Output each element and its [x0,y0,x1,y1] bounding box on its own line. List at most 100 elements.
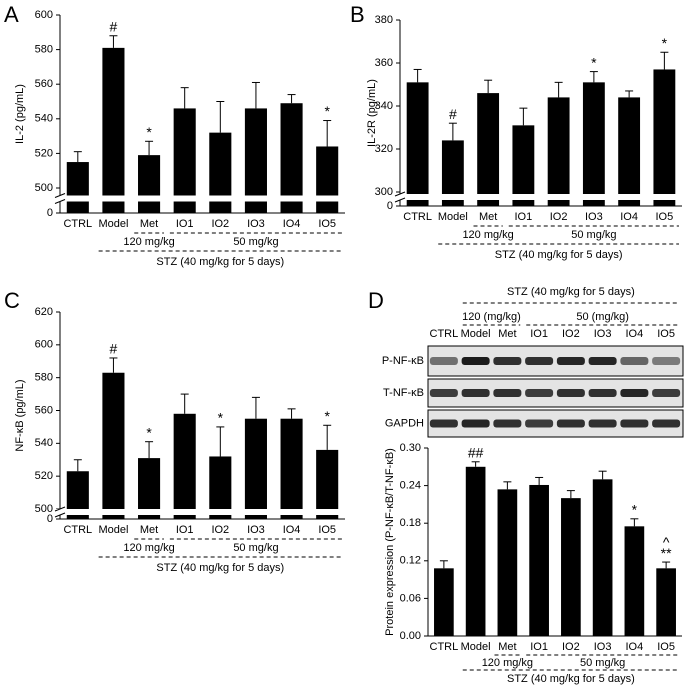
bar [102,47,125,214]
error-bar [323,424,332,450]
significance-mark: * [591,54,597,70]
error-bar [448,122,457,141]
blot-band [525,419,554,428]
significance-mark: # [110,341,118,357]
x-tick-label: IO5 [656,211,674,223]
x-tick-label: IO3 [247,218,265,230]
blot-band [556,419,585,428]
axis-break-mark [54,199,66,204]
treatment-label: STZ (40 mg/kg for 5 days) [156,562,284,574]
y-tick-label: 0 [47,207,53,219]
y-tick-label: 540 [35,113,53,125]
y-tick-label: 0.12 [400,555,421,567]
significance-mark: * [632,502,638,518]
significance-mark: * [146,124,152,140]
bar [434,568,454,636]
error-bar [662,561,671,569]
y-tick-label: 520 [35,470,53,482]
error-bar [630,518,639,527]
significance-mark: # [449,106,457,122]
error-bar [413,68,422,83]
x-tick-label: IO4 [626,641,644,653]
y-tick-label: 560 [35,78,53,90]
axis-break-band [54,195,345,202]
error-bar [323,120,332,147]
axis-break-mark [54,506,66,512]
error-bar [625,90,634,98]
x-tick-label: Met [140,218,158,230]
bar [173,413,196,519]
error-bar [660,51,669,70]
blot-band [493,357,522,365]
significance-mark: ^ [663,534,670,550]
y-tick-label: 0 [387,200,393,212]
axis-break-band [54,509,345,515]
error-bar [484,79,493,94]
bar [656,568,676,636]
x-tick-label: Model [98,218,128,230]
bar [66,162,89,213]
y-tick-label: 500 [35,182,53,194]
y-tick-label: 0 [47,513,53,525]
bar [102,372,125,519]
blot-band [620,357,649,365]
blot-band [461,419,490,428]
blot-dose: 120 (mg/kg) [462,311,521,323]
y-tick-label: 500 [35,503,53,515]
bar [406,82,429,206]
x-tick-label: IO1 [176,218,194,230]
bar [497,489,518,636]
x-tick-label: IO2 [562,641,580,653]
axis-break-mark [394,191,406,197]
y-tick-label: 580 [35,44,53,56]
x-tick-label: IO4 [620,211,638,223]
bar [244,418,267,519]
lane-label: IO3 [594,328,612,340]
error-bar [73,459,82,472]
error-bar [566,490,575,499]
y-tick-label: 560 [35,404,53,416]
dose-label: 50 mg/kg [233,542,278,554]
significance-mark: ## [468,444,484,460]
bar [618,97,641,206]
bar [173,108,196,213]
lane-label: IO5 [657,328,675,340]
bar [592,479,613,636]
x-tick-label: CTRL [430,641,459,653]
x-tick-label: IO2 [211,218,229,230]
bar [547,97,570,206]
y-tick-label: 340 [375,100,393,112]
blot-treatment: STZ (40 mg/kg for 5 days) [507,286,635,298]
lane-label: CTRL [430,328,459,340]
error-bar [73,151,82,163]
treatment-label: STZ (40 mg/kg for 5 days) [156,256,284,268]
x-tick-label: IO4 [283,524,301,536]
y-axis-label: NF-κB (pg/mL) [14,379,26,451]
x-tick-label: CTRL [63,524,92,536]
blot-band [493,389,522,397]
bar [280,418,303,519]
bar [561,498,581,636]
panel-letter: A [4,2,19,27]
blot-band [525,357,554,365]
bar [138,155,161,213]
error-bar [109,35,118,48]
significance-mark: * [324,103,330,119]
blot-band [429,357,458,365]
error-bar [145,441,154,459]
error-bar [216,426,225,457]
dose-label: 120 mg/kg [482,657,533,669]
lane-label: IO4 [626,328,644,340]
bar [280,103,303,213]
blot-band [556,357,585,365]
axis-break-band [394,194,682,200]
blot-band [525,389,554,397]
x-tick-label: IO1 [515,211,533,223]
error-bar [287,408,296,419]
blot-band [429,419,458,428]
blot-band [429,389,458,397]
y-tick-label: 300 [375,186,393,198]
x-tick-label: IO2 [211,524,229,536]
blot-band [620,389,649,397]
